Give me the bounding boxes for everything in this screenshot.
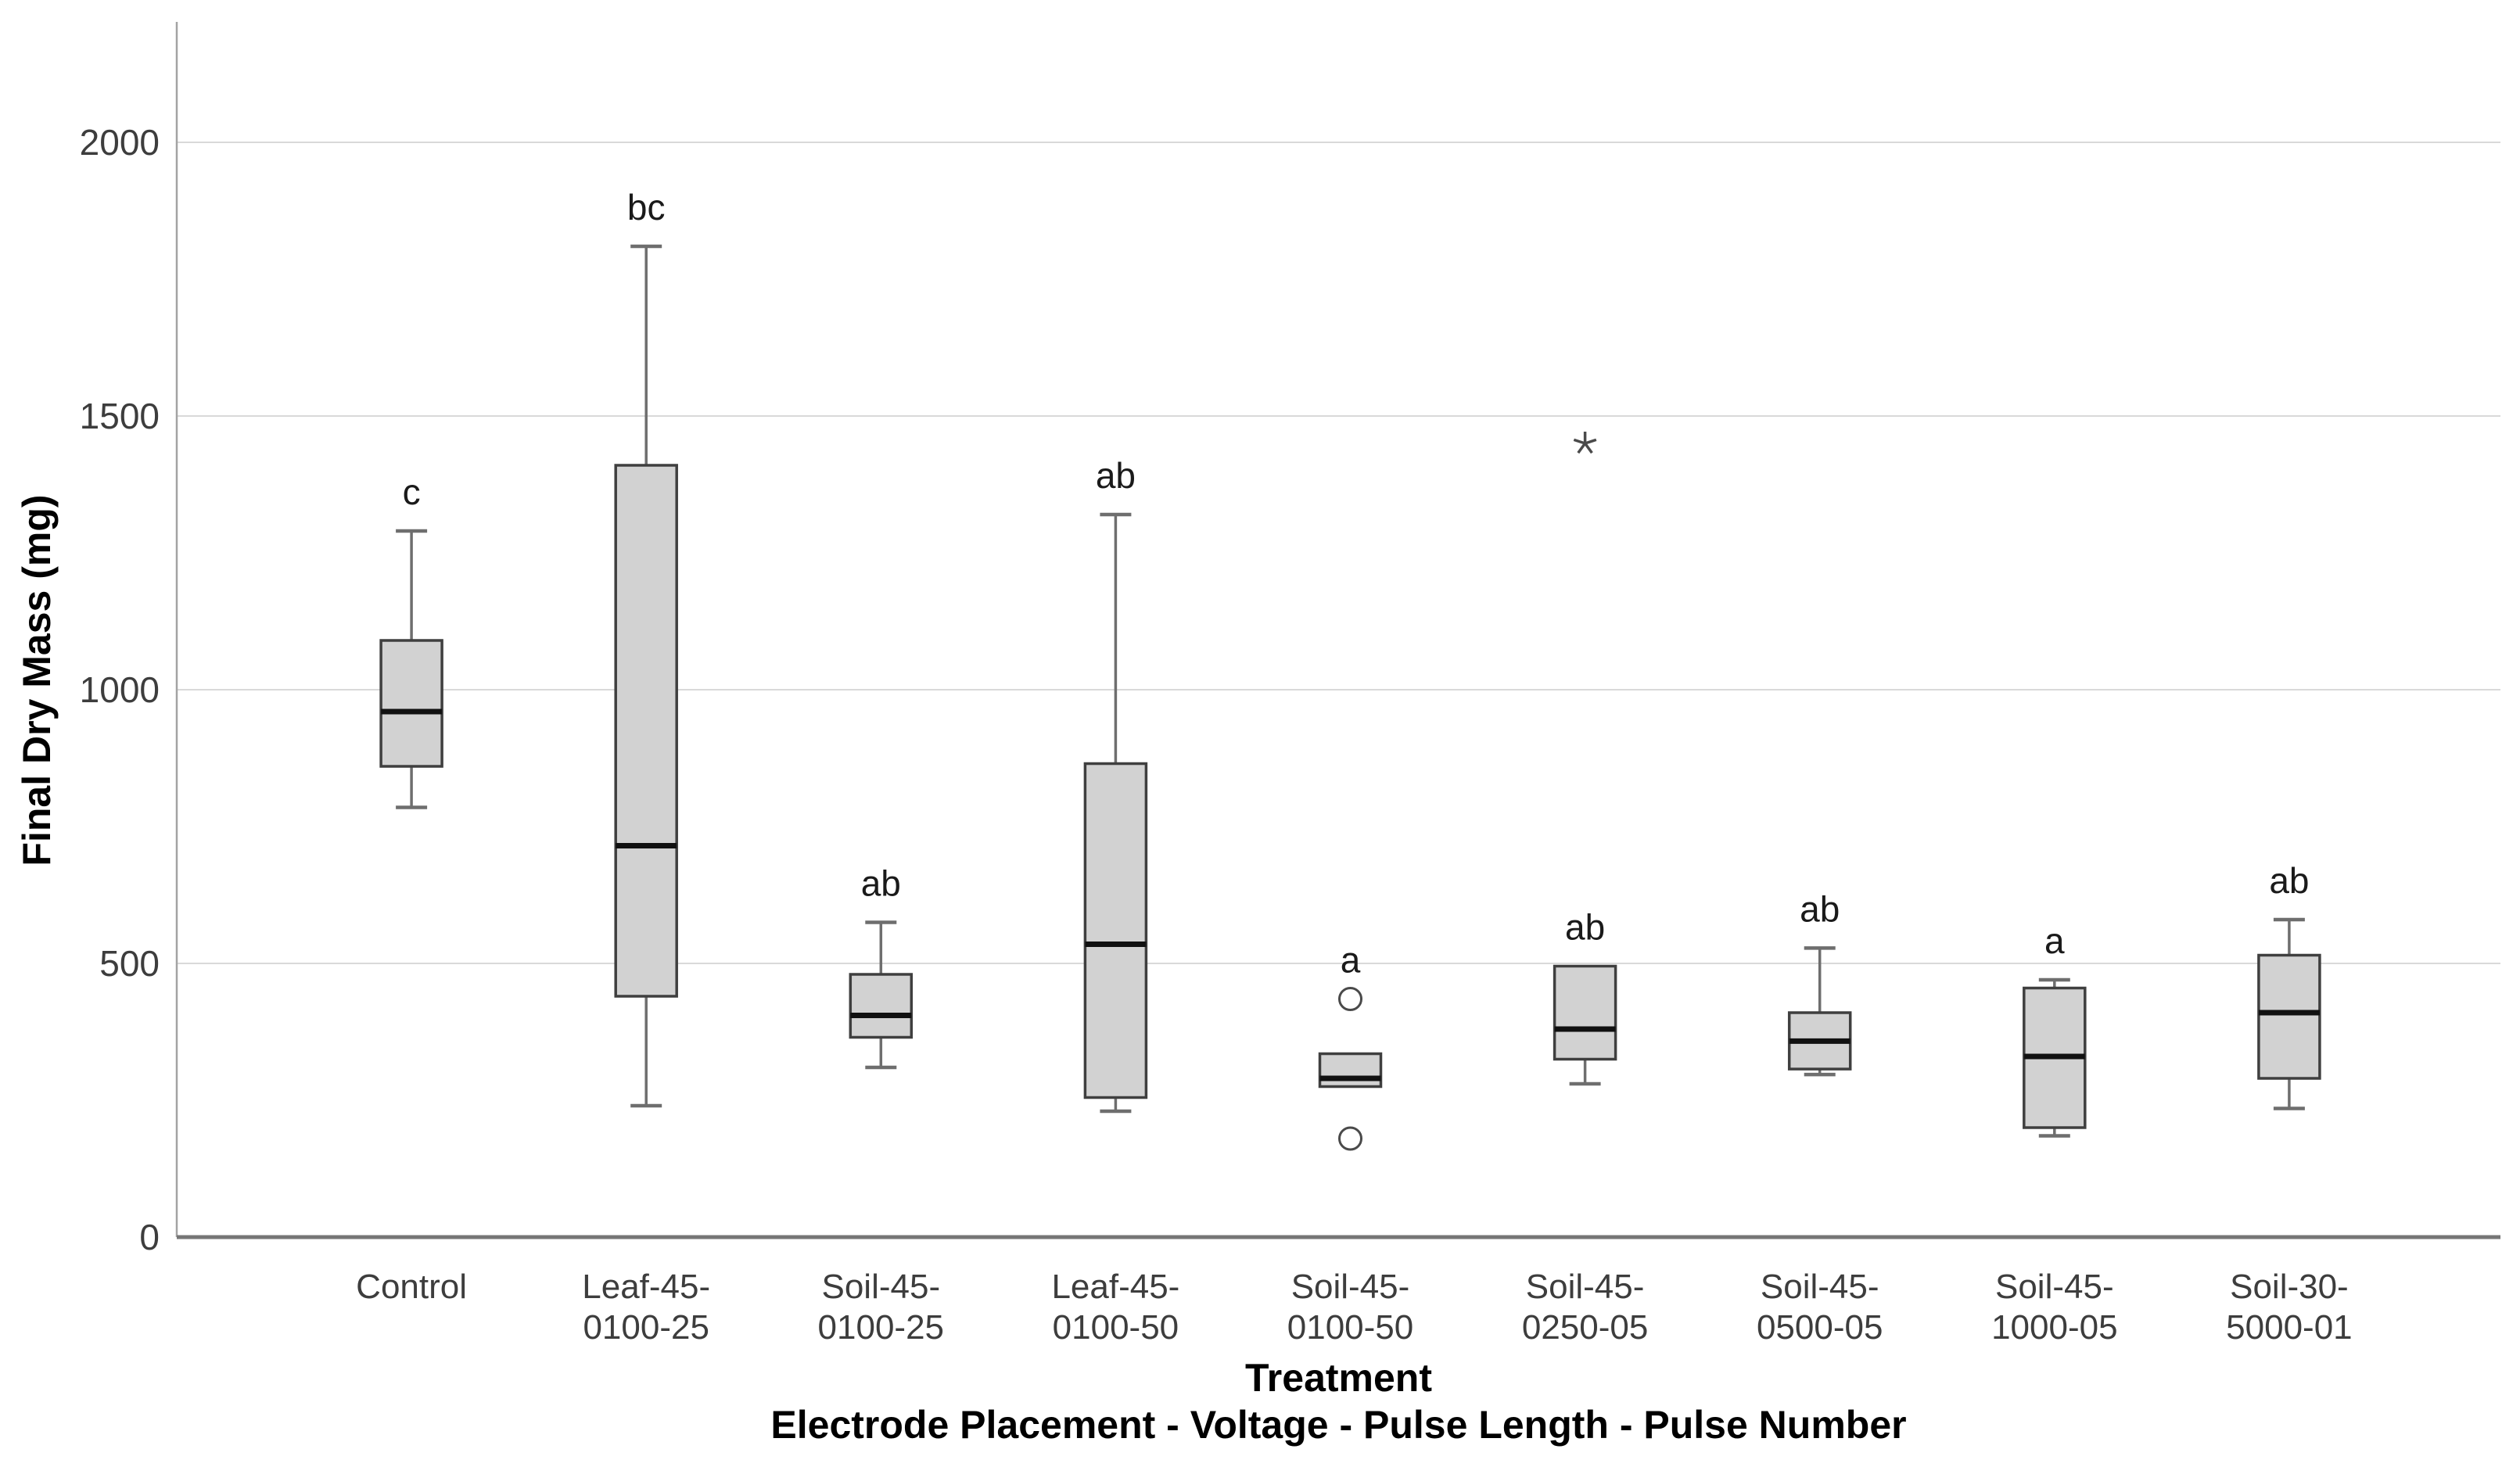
x-tick-label: Leaf-45-0100-25 bbox=[582, 1268, 710, 1347]
significance-letter: ab bbox=[1096, 455, 1136, 496]
x-tick-label: Soil-45-0500-05 bbox=[1757, 1268, 1883, 1347]
box-iqr bbox=[1318, 1052, 1383, 1089]
extreme-outlier-star bbox=[1585, 438, 1597, 445]
y-tick-label: 1000 bbox=[80, 669, 160, 710]
box-iqr bbox=[1553, 964, 1617, 1061]
x-tick-label: Control bbox=[356, 1268, 467, 1306]
significance-letter: ab bbox=[1565, 907, 1605, 948]
y-axis-title: Final Dry Mass (mg) bbox=[15, 494, 59, 866]
y-tick-label: 2000 bbox=[80, 122, 160, 163]
significance-letter: c bbox=[403, 472, 421, 512]
significance-letter: ab bbox=[2269, 860, 2309, 901]
extreme-outlier-star bbox=[1577, 442, 1587, 454]
x-tick-label: Soil-45-1000-05 bbox=[1991, 1268, 2117, 1347]
y-tick-label: 500 bbox=[99, 943, 160, 984]
significance-letter: a bbox=[1341, 940, 1361, 981]
outlier-circle bbox=[1338, 1126, 1363, 1151]
x-tick-label: Soil-30-5000-01 bbox=[2226, 1268, 2352, 1347]
significance-letter: bc bbox=[627, 187, 666, 228]
x-axis-subtitle: Electrode Placement - Voltage - Pulse Le… bbox=[770, 1403, 1907, 1447]
outlier-circle bbox=[1338, 987, 1363, 1011]
significance-letter: a bbox=[2044, 920, 2065, 961]
x-tick-label: Soil-45-0100-50 bbox=[1287, 1268, 1413, 1347]
box-iqr bbox=[2257, 953, 2321, 1080]
significance-letter: ab bbox=[1800, 888, 1840, 929]
extreme-outlier-star bbox=[1584, 442, 1593, 454]
x-tick-label: Leaf-45-0100-50 bbox=[1051, 1268, 1179, 1347]
y-tick-label: 1500 bbox=[80, 396, 160, 436]
significance-letter: ab bbox=[861, 863, 901, 904]
box-iqr bbox=[614, 464, 678, 998]
y-tick-label: 0 bbox=[139, 1217, 160, 1257]
box-iqr bbox=[849, 973, 914, 1039]
box-iqr bbox=[379, 639, 443, 768]
x-tick-label: Soil-45-0100-25 bbox=[818, 1268, 944, 1347]
x-tick-label: Soil-45-0250-05 bbox=[1522, 1268, 1648, 1347]
x-axis-title: Treatment bbox=[1245, 1356, 1432, 1400]
box-iqr bbox=[1083, 762, 1148, 1099]
extreme-outlier-star bbox=[1573, 438, 1586, 445]
